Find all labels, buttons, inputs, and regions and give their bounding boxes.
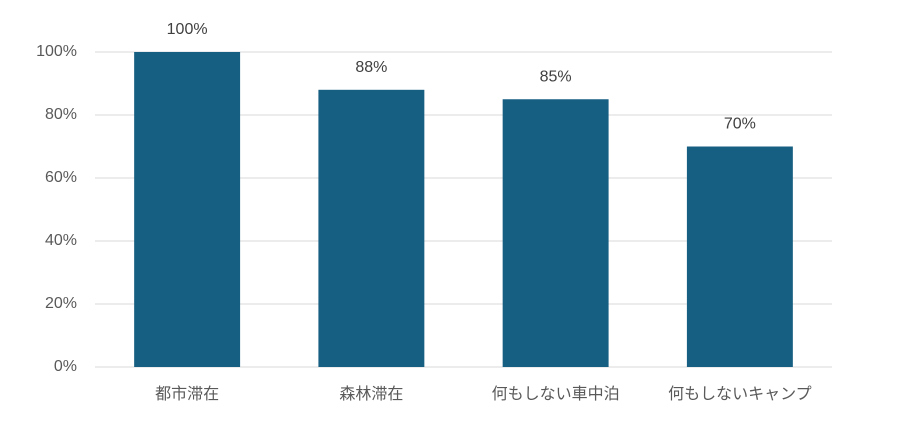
bar — [502, 99, 609, 367]
y-tick-label: 100% — [36, 43, 77, 60]
bar — [686, 146, 793, 367]
x-tick-label: 森林滞在 — [339, 385, 403, 403]
x-tick-label: 都市滞在 — [155, 385, 219, 403]
value-label: 85% — [540, 68, 572, 85]
value-label: 100% — [167, 21, 208, 38]
y-tick-label: 60% — [45, 169, 77, 186]
y-tick-label: 0% — [54, 358, 77, 375]
value-label: 70% — [724, 116, 756, 133]
y-tick-label: 20% — [45, 295, 77, 312]
x-tick-label: 何もしないキャンプ — [668, 385, 812, 403]
bar — [318, 89, 425, 368]
x-tick-label: 何もしない車中泊 — [492, 385, 620, 403]
y-tick-label: 80% — [45, 106, 77, 123]
bar — [134, 52, 241, 367]
y-tick-label: 40% — [45, 232, 77, 249]
value-label: 88% — [355, 59, 387, 76]
